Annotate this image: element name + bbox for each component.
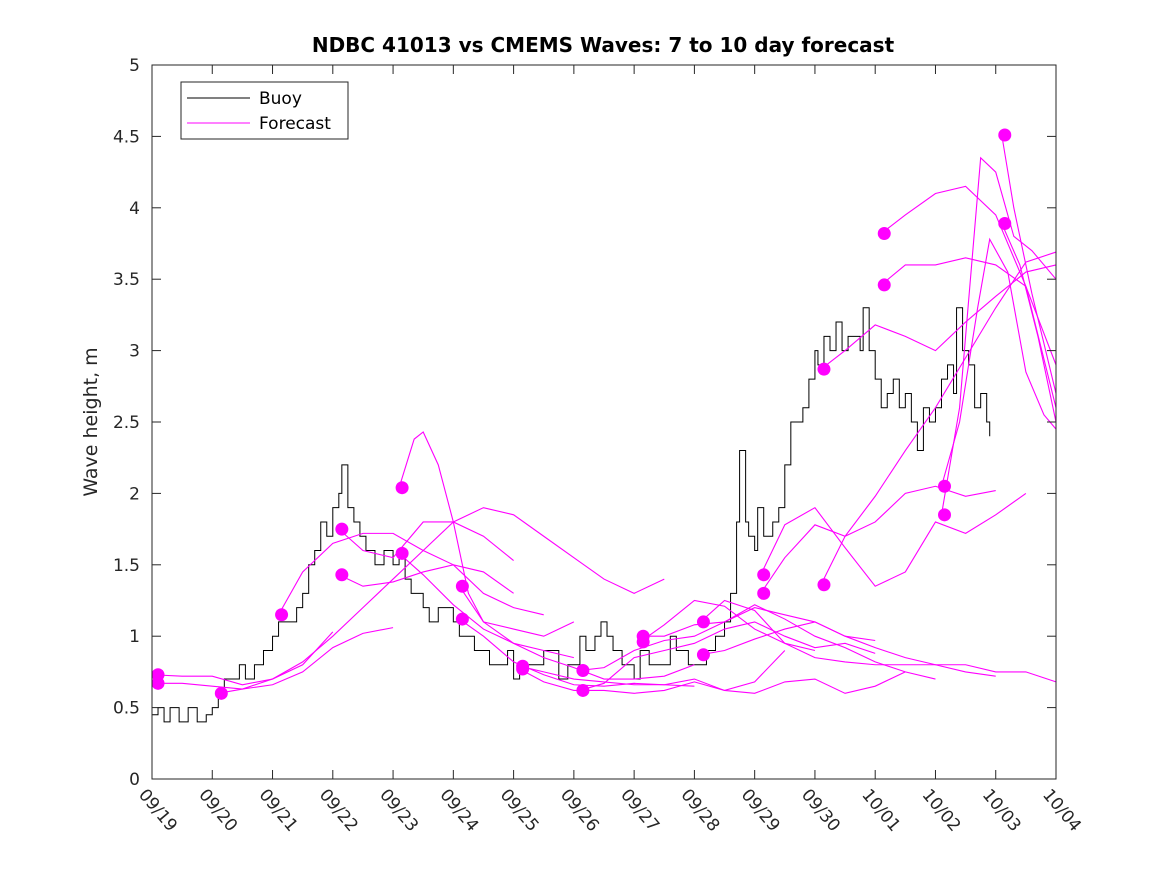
forecast-line: [880, 257, 1057, 366]
forecast-marker: [335, 522, 349, 536]
forecast-marker: [757, 568, 771, 582]
forecast-line: [940, 237, 1057, 487]
y-tick-label: 3.5: [113, 270, 140, 290]
forecast-line: [820, 251, 1057, 586]
forecast-marker: [214, 686, 228, 700]
legend-forecast-label: Forecast: [259, 114, 331, 134]
forecast-marker: [817, 362, 831, 376]
forecast-line: [218, 507, 665, 694]
forecast-line: [398, 431, 575, 637]
forecast-marker: [335, 568, 349, 582]
forecast-marker: [877, 227, 891, 241]
forecast-marker: [757, 586, 771, 600]
forecast-marker: [998, 128, 1012, 142]
forecast-marker: [938, 508, 952, 522]
forecast-marker: [455, 612, 469, 626]
forecast-marker: [576, 663, 590, 677]
y-tick-label: 0.5: [113, 699, 140, 719]
forecast-marker: [455, 579, 469, 593]
y-tick-label: 2: [129, 484, 140, 504]
y-axis: 0 0.5 1 1.5 2 2.5 3 3.5 4 4.5 5: [113, 56, 1056, 790]
forecast-marker: [151, 676, 165, 690]
forecast-marker: [877, 278, 891, 292]
y-tick-label: 4: [129, 199, 140, 219]
forecast-marker: [275, 608, 289, 622]
forecast-line: [338, 564, 514, 594]
plot-area: [151, 64, 1057, 780]
plot-background: [152, 65, 1056, 779]
forecast-marker: [636, 635, 650, 649]
forecast-marker: [998, 217, 1012, 231]
forecast-marker: [696, 615, 710, 629]
forecast-line: [760, 485, 996, 594]
forecast-line: [278, 532, 544, 616]
forecast-line: [820, 264, 1057, 370]
y-tick-label: 1.5: [113, 556, 140, 576]
forecast-line: [579, 604, 936, 680]
forecast-line: [760, 492, 1027, 587]
y-axis-label: Wave height, m: [80, 347, 102, 496]
forecast-line: [700, 621, 996, 677]
forecast-line: [1001, 223, 1057, 423]
forecast-marker: [395, 481, 409, 495]
y-tick-label: 2.5: [113, 413, 140, 433]
forecast-marker: [817, 578, 831, 592]
forecast-line: [152, 627, 394, 690]
buoy-line: [152, 307, 991, 723]
forecast-line: [579, 621, 876, 691]
buoy-series: [152, 307, 991, 723]
y-tick-label: 0: [129, 770, 140, 790]
chart-title: NDBC 41013 vs CMEMS Waves: 7 to 10 day f…: [312, 33, 895, 57]
y-tick-label: 4.5: [113, 127, 140, 147]
legend: Buoy Forecast: [180, 81, 349, 140]
legend-box: [180, 81, 349, 140]
y-tick-label: 1: [129, 627, 140, 647]
forecast-line: [151, 631, 334, 686]
forecast-line: [458, 585, 695, 680]
forecast-line: [700, 599, 1057, 683]
forecast-line: [338, 521, 514, 561]
legend-buoy-label: Buoy: [259, 89, 302, 109]
forecast-marker: [516, 662, 530, 676]
forecast-line: [1001, 134, 1057, 394]
y-tick-label: 3: [129, 342, 140, 362]
y-tick-label: 5: [129, 56, 140, 76]
forecast-line: [398, 552, 574, 659]
forecast-marker: [395, 546, 409, 560]
forecast-line: [519, 650, 786, 692]
forecast-marker: [576, 683, 590, 697]
forecast-series-group: [151, 134, 1057, 694]
forecast-marker: [696, 648, 710, 662]
forecast-markers: [151, 128, 1012, 700]
forecast-line: [940, 156, 1057, 515]
forecast-marker: [938, 479, 952, 493]
